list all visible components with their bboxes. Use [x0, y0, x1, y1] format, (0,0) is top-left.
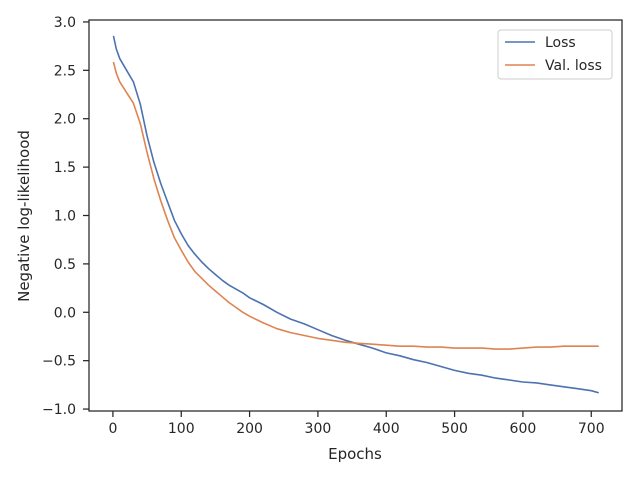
y-tick-label: 3.0 [54, 15, 76, 31]
y-tick-label: 0.0 [54, 305, 76, 321]
x-tick-label: 700 [578, 421, 605, 437]
plot-frame [88, 19, 623, 412]
y-tick-label: 2.5 [54, 63, 76, 79]
x-tick-label: 500 [441, 421, 468, 437]
y-tick-label: −0.5 [42, 354, 76, 370]
y-tick-label: −1.0 [42, 402, 76, 418]
x-axis-label: Epochs [328, 445, 382, 463]
y-axis-label: Negative log-likelihood [15, 130, 33, 302]
legend-label-val-loss: Val. loss [545, 58, 602, 74]
series-line-val-loss [112, 61, 599, 350]
x-tick-label: 200 [236, 421, 263, 437]
x-axis-ticks: 0 100 200 300 400 500 600 700 [108, 411, 605, 437]
y-axis-ticks: −1.0 −0.5 0.0 0.5 1.0 1.5 2.0 2.5 3.0 [42, 15, 89, 418]
x-tick-label: 400 [373, 421, 400, 437]
y-tick-label: 1.0 [54, 209, 76, 225]
x-tick-label: 600 [510, 421, 537, 437]
series-line-loss [112, 35, 599, 394]
x-tick-label: 100 [168, 421, 195, 437]
legend-label-loss: Loss [545, 35, 576, 51]
y-tick-label: 2.0 [54, 112, 76, 128]
series-layer [112, 35, 599, 394]
legend: Loss Val. loss [497, 29, 613, 80]
x-tick-label: 0 [108, 421, 117, 437]
y-tick-label: 0.5 [54, 257, 76, 273]
y-tick-label: 1.5 [54, 160, 76, 176]
x-tick-label: 300 [305, 421, 332, 437]
